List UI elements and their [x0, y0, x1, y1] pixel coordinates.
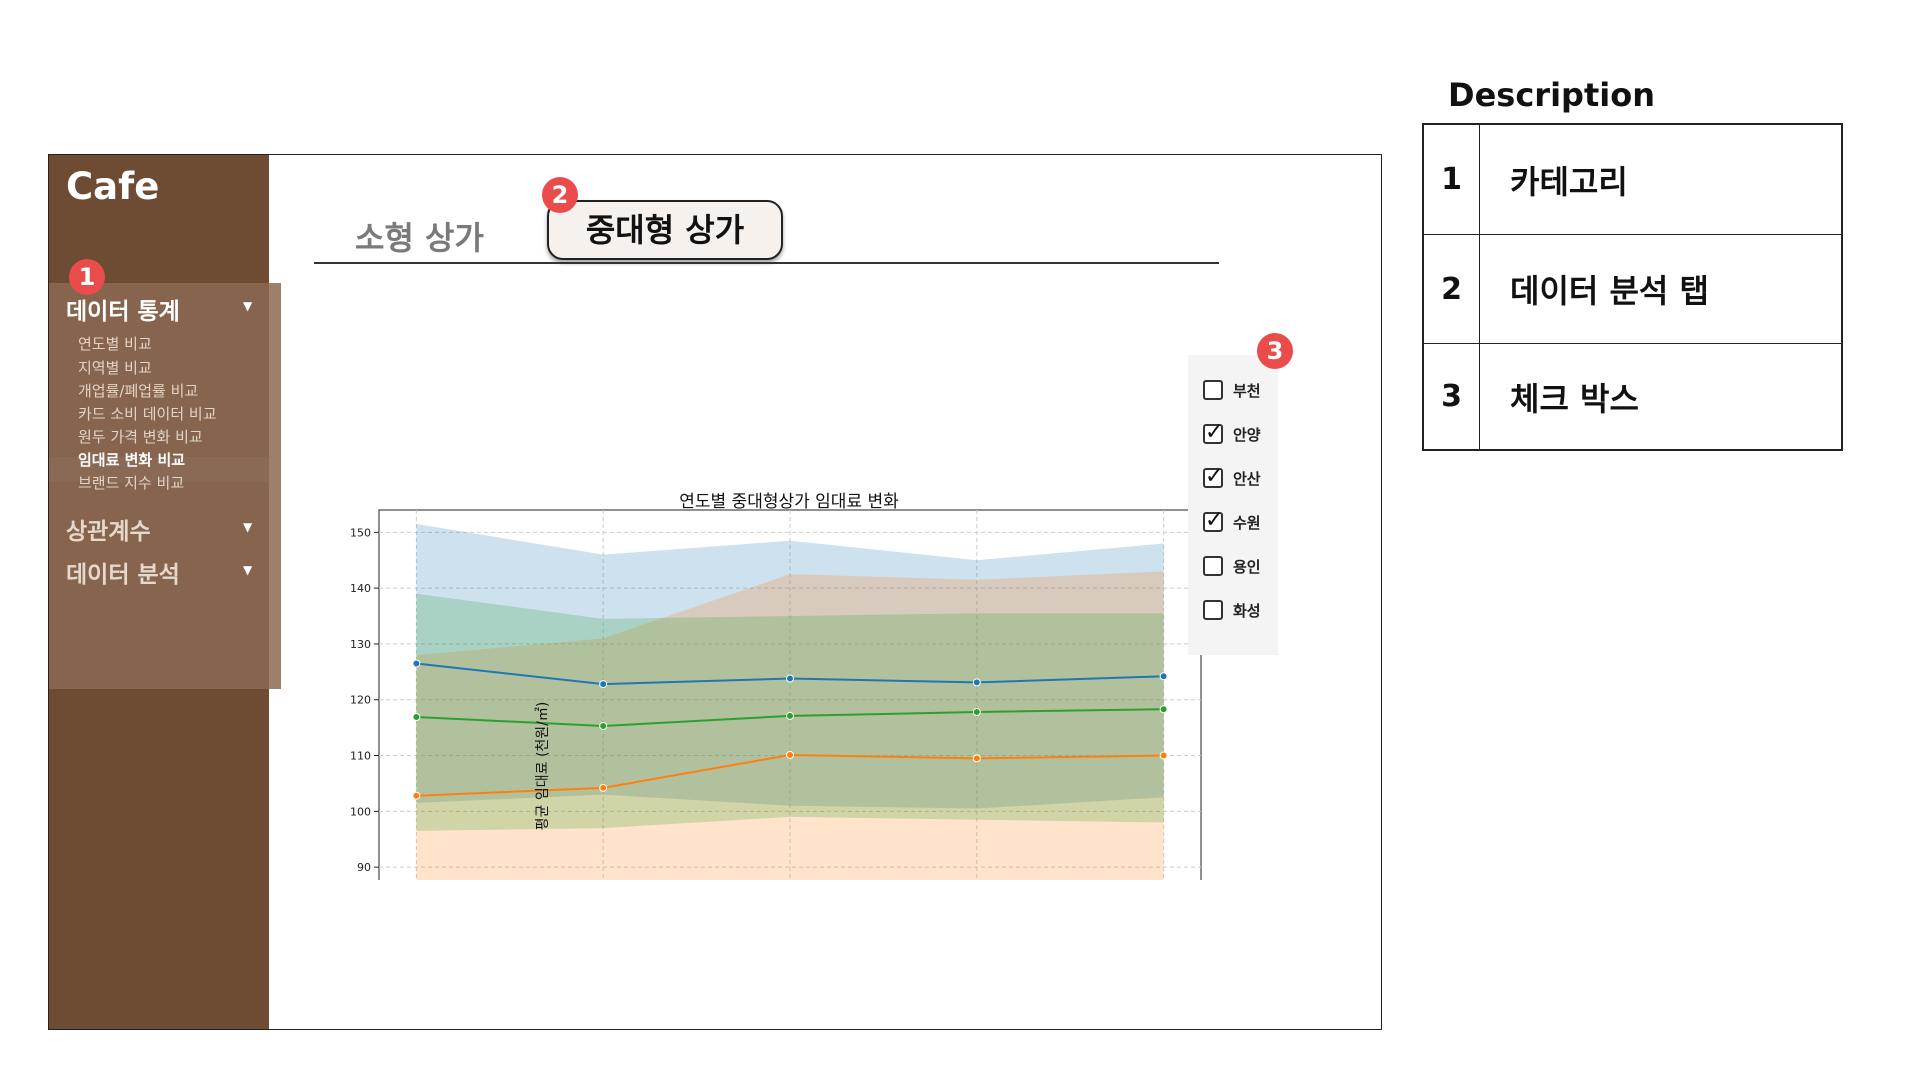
checkbox-label: 안양: [1233, 425, 1261, 444]
chevron-down-icon[interactable]: ▼: [243, 563, 253, 577]
sidebar: Cafe 데이터 통계 ▼ 연도별 비교 지역별 비교 개업률/폐업률 비교 카…: [49, 155, 281, 1029]
checkbox-hwaseong[interactable]: [1203, 600, 1223, 620]
data-point: [599, 721, 608, 730]
app-window: Cafe 데이터 통계 ▼ 연도별 비교 지역별 비교 개업률/폐업률 비교 카…: [48, 154, 1382, 1030]
tab-small-store[interactable]: 소형 상가: [355, 219, 484, 257]
checkbox-suwon[interactable]: ✓: [1203, 508, 1224, 533]
checkbox-label: 수원: [1233, 513, 1261, 532]
y-tick-label: 100: [350, 805, 371, 818]
description-table: 1 카테고리 2 데이터 분석 탭 3 체크 박스: [1422, 123, 1843, 451]
checkbox-row-bucheon[interactable]: 부천: [1203, 377, 1261, 403]
chart-plot-area: 8090100110120130140150202020212022202320…: [350, 509, 1202, 880]
checkbox-label: 용인: [1233, 557, 1261, 576]
checkbox-anyang[interactable]: ✓: [1203, 420, 1224, 445]
row-number: 1: [1424, 125, 1480, 234]
sidebar-item-open-close-rate[interactable]: 개업률/폐업률 비교: [78, 382, 199, 400]
y-tick-label: 110: [350, 750, 371, 763]
row-text: 체크 박스: [1510, 379, 1639, 418]
chart-title: 연도별 중대형상가 임대료 변화: [679, 492, 899, 512]
region-checkbox-panel: 부천 ✓ 안양 ✓ 안산 ✓ 수원 용인 화성: [1188, 355, 1278, 655]
checkbox-ansan[interactable]: ✓: [1203, 464, 1224, 489]
chevron-down-icon[interactable]: ▼: [243, 299, 253, 313]
data-point: [972, 754, 981, 763]
data-point: [786, 674, 794, 683]
description-title: Description: [1448, 76, 1655, 114]
table-row: 3 체크 박스: [1424, 344, 1841, 449]
chevron-down-icon[interactable]: ▼: [243, 520, 253, 534]
tab-underline: [314, 262, 1219, 264]
data-point: [786, 750, 794, 759]
data-point: [972, 708, 981, 717]
y-axis-label: 평균 임대료 (천원/㎡): [535, 702, 551, 831]
category-panel: 데이터 통계 ▼ 연도별 비교 지역별 비교 개업률/폐업률 비교 카드 소비 …: [49, 283, 281, 689]
checkbox-row-yongin[interactable]: 용인: [1203, 553, 1261, 579]
data-point: [412, 713, 421, 722]
y-tick-label: 90: [357, 861, 371, 874]
brand-title: Cafe: [66, 165, 160, 208]
checkbox-row-anyang[interactable]: ✓ 안양: [1203, 421, 1261, 447]
row-number: 3: [1424, 344, 1480, 449]
data-point: [599, 680, 608, 689]
badge-3: 3: [1257, 333, 1293, 369]
sidebar-item-rent-change[interactable]: 임대료 변화 비교: [78, 451, 186, 469]
category-data-stats[interactable]: 데이터 통계: [66, 299, 180, 325]
sidebar-item-yearly[interactable]: 연도별 비교: [78, 335, 152, 353]
data-point: [412, 659, 421, 668]
badge-1: 1: [69, 259, 105, 295]
y-tick-label: 120: [350, 694, 371, 707]
table-row: 1 카테고리: [1424, 125, 1841, 235]
confidence-band: [416, 523, 1164, 809]
sidebar-item-card-spending[interactable]: 카드 소비 데이터 비교: [78, 405, 217, 423]
data-point: [786, 711, 794, 720]
checkbox-row-hwaseong[interactable]: 화성: [1203, 597, 1261, 623]
checkbox-label: 화성: [1233, 601, 1261, 620]
sidebar-item-regional[interactable]: 지역별 비교: [78, 359, 152, 377]
row-text: 카테고리: [1510, 162, 1628, 201]
y-tick-label: 150: [350, 526, 371, 539]
badge-2: 2: [542, 177, 578, 213]
table-row: 2 데이터 분석 탭: [1424, 235, 1841, 344]
checkbox-label: 부천: [1233, 381, 1261, 400]
data-point: [1159, 672, 1168, 681]
data-point: [412, 791, 421, 800]
category-data-analysis[interactable]: 데이터 분석: [66, 562, 180, 588]
checkbox-row-ansan[interactable]: ✓ 안산: [1203, 465, 1261, 491]
row-text: 데이터 분석 탭: [1510, 272, 1709, 310]
checkbox-label: 안산: [1233, 469, 1261, 488]
active-item-highlight: [49, 457, 269, 482]
sidebar-item-bean-price[interactable]: 원두 가격 변화 비교: [78, 428, 203, 446]
checkbox-row-suwon[interactable]: ✓ 수원: [1203, 509, 1261, 535]
checkbox-bucheon[interactable]: [1203, 380, 1223, 400]
tab-large-store[interactable]: 중대형 상가: [547, 200, 783, 260]
data-point: [1159, 751, 1168, 760]
data-point: [972, 678, 981, 687]
data-point: [599, 783, 608, 792]
category-correlation[interactable]: 상관계수: [66, 519, 151, 545]
checkbox-yongin[interactable]: [1203, 556, 1223, 576]
rent-chart: 연도별 중대형상가 임대료 변화 80901001101201301401502…: [350, 492, 1202, 880]
y-tick-label: 140: [350, 582, 371, 595]
sidebar-item-brand-index[interactable]: 브랜드 지수 비교: [78, 474, 185, 492]
data-point: [1159, 705, 1168, 714]
confidence-band: [416, 571, 1164, 880]
y-tick-label: 130: [350, 638, 371, 651]
row-number: 2: [1424, 235, 1480, 343]
